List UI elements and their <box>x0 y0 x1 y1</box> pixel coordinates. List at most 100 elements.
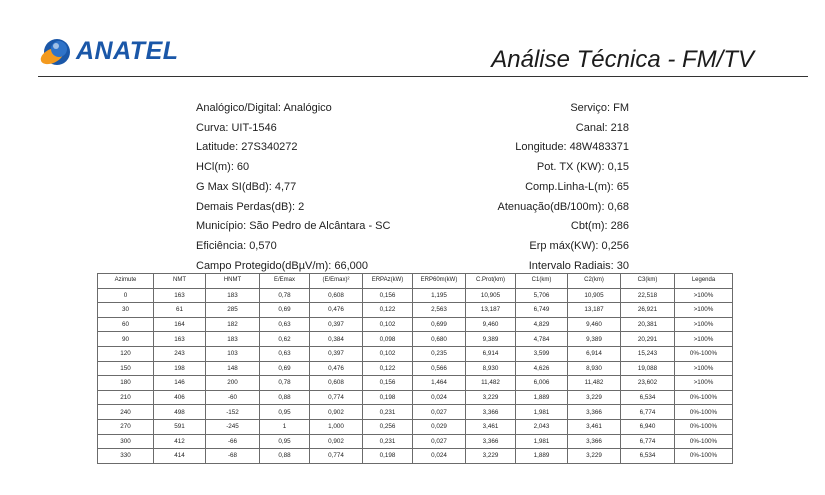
table-cell: 3,366 <box>567 433 621 450</box>
table-cell: 0,62 <box>259 331 310 347</box>
table-row: 150 198 148 0,69 0,476 0,122 0,566 8,930 4,626 8,… <box>97 360 733 377</box>
table-cell: 9,389 <box>465 331 516 347</box>
table-cell: 0,69 <box>259 360 310 377</box>
table-cell: 9,460 <box>465 316 516 333</box>
table-cell: 1,000 <box>309 418 363 435</box>
info-right-field: Comp.Linha-L(m): 65 <box>525 180 629 193</box>
table-cell: 11,482 <box>567 375 621 391</box>
table-cell: 3,229 <box>567 389 621 406</box>
table-cell: 6,774 <box>620 433 675 450</box>
table-cell: -60 <box>205 389 260 406</box>
table-cell: 3,366 <box>465 404 516 420</box>
info-left-field: Eficiência: 0,570 <box>196 239 277 252</box>
table-cell: 591 <box>153 418 206 435</box>
table-cell: 0,78 <box>259 287 310 304</box>
table-row: 120 243 103 0,63 0,397 0,102 0,235 6,914 3,599 6,… <box>97 345 733 362</box>
table-cell: 9,389 <box>567 331 621 347</box>
table-cell: 0,029 <box>412 418 466 435</box>
table-cell: 0,027 <box>412 433 466 450</box>
info-left-field: Demais Perdas(dB): 2 <box>196 200 305 213</box>
table-row: 30 61 285 0,69 0,476 0,122 2,563 13,187 6,749 13,… <box>97 302 733 318</box>
table-cell: 9,460 <box>567 316 621 333</box>
table-cell: 20,291 <box>620 331 675 347</box>
table-cell: 0,566 <box>412 360 466 377</box>
table-cell: 240 <box>97 404 154 420</box>
table-cell: 183 <box>205 331 260 347</box>
info-right-field: Pot. TX (KW): 0,15 <box>536 161 629 174</box>
table-cell: 183 <box>205 287 260 304</box>
table-cell: 0,156 <box>362 287 413 304</box>
table-cell: 61 <box>153 302 206 318</box>
table-cell: 6,749 <box>515 302 568 318</box>
table-cell: 1,981 <box>515 433 568 450</box>
table-cell: 30 <box>97 302 154 318</box>
table-cell: 4,626 <box>515 360 568 377</box>
header-divider <box>38 76 808 77</box>
table-cell: 11,482 <box>465 375 516 391</box>
table-cell: 0,608 <box>309 375 363 391</box>
info-right-field: Intervalo Radiais: 30 <box>528 259 629 272</box>
table-cell: 1,464 <box>412 375 466 391</box>
table-cell: 0,88 <box>259 389 310 406</box>
table-cell: 0,098 <box>362 331 413 347</box>
table-cell: 0,102 <box>362 345 413 362</box>
table-cell: 148 <box>205 360 260 377</box>
table-cell: 146 <box>153 375 206 391</box>
table-cell: 1 <box>259 418 310 435</box>
table-cell: 414 <box>153 448 206 464</box>
table-cell: 406 <box>153 389 206 406</box>
table-cell: 5,706 <box>515 287 568 304</box>
table-cell: 13,187 <box>465 302 516 318</box>
table-cell: 180 <box>97 375 154 391</box>
table-cell: 412 <box>153 433 206 450</box>
coverage-table: Azimute NMT HNMT E/Emax (E/Emax)² ERPAz(kW) ER… <box>97 273 733 464</box>
table-cell: 0,95 <box>259 404 310 420</box>
table-cell: 120 <box>97 345 154 362</box>
table-cell: 20,381 <box>620 316 675 333</box>
table-cell: 210 <box>97 389 154 406</box>
table-row: 0 163 183 0,78 0,608 0,156 1,195 10,905 5,706 10,… <box>97 287 733 304</box>
table-cell: 1,981 <box>515 404 568 420</box>
table-row: 60 164 182 0,63 0,397 0,102 0,699 9,460 4,829 9,4… <box>97 316 733 333</box>
table-row: 270 591 -245 1 1,000 0,256 0,029 3,461 2,043 3,46… <box>97 418 733 435</box>
info-left-field: Latitude: 27S340272 <box>196 141 298 154</box>
table-cell: 0%-100% <box>674 345 733 362</box>
table-cell: >100% <box>674 360 733 377</box>
info-right-field: Atenuação(dB/100m): 0,68 <box>497 200 629 213</box>
table-cell: 0,024 <box>412 448 466 464</box>
table-row: 330 414 -68 0,88 0,774 0,198 0,024 3,229 1,889 3,… <box>97 448 733 464</box>
table-cell: 0,902 <box>309 433 363 450</box>
table-cell: 0%-100% <box>674 448 733 464</box>
table-cell: 15,243 <box>620 345 675 362</box>
table-cell: 0,63 <box>259 316 310 333</box>
table-row: 180 146 200 0,78 0,608 0,156 1,464 11,482 6,006 1… <box>97 375 733 391</box>
table-cell: 0,78 <box>259 375 310 391</box>
table-cell: >100% <box>674 316 733 333</box>
table-cell: 3,229 <box>567 448 621 464</box>
table-cell: 0,384 <box>309 331 363 347</box>
logo-text: ANATEL <box>76 37 179 65</box>
table-cell: 6,534 <box>620 389 675 406</box>
table-cell: 0,235 <box>412 345 466 362</box>
table-cell: 6,914 <box>567 345 621 362</box>
column-header: HNMT <box>205 273 260 289</box>
table-cell: 103 <box>205 345 260 362</box>
table-cell: 3,229 <box>465 448 516 464</box>
table-cell: 26,921 <box>620 302 675 318</box>
table-cell: 3,461 <box>567 418 621 435</box>
table-cell: 0%-100% <box>674 404 733 420</box>
table-cell: 0,027 <box>412 404 466 420</box>
table-header-row: Azimute NMT HNMT E/Emax (E/Emax)² ERPAz(kW) ER… <box>97 273 733 289</box>
table-cell: -245 <box>205 418 260 435</box>
table-cell: 0,156 <box>362 375 413 391</box>
table-cell: -68 <box>205 448 260 464</box>
column-header: C2(km) <box>567 273 621 289</box>
table-cell: 163 <box>153 287 206 304</box>
table-cell: -66 <box>205 433 260 450</box>
table-cell: >100% <box>674 375 733 391</box>
table-cell: 1,889 <box>515 448 568 464</box>
table-cell: 0,122 <box>362 360 413 377</box>
table-cell: 13,187 <box>567 302 621 318</box>
table-cell: 182 <box>205 316 260 333</box>
